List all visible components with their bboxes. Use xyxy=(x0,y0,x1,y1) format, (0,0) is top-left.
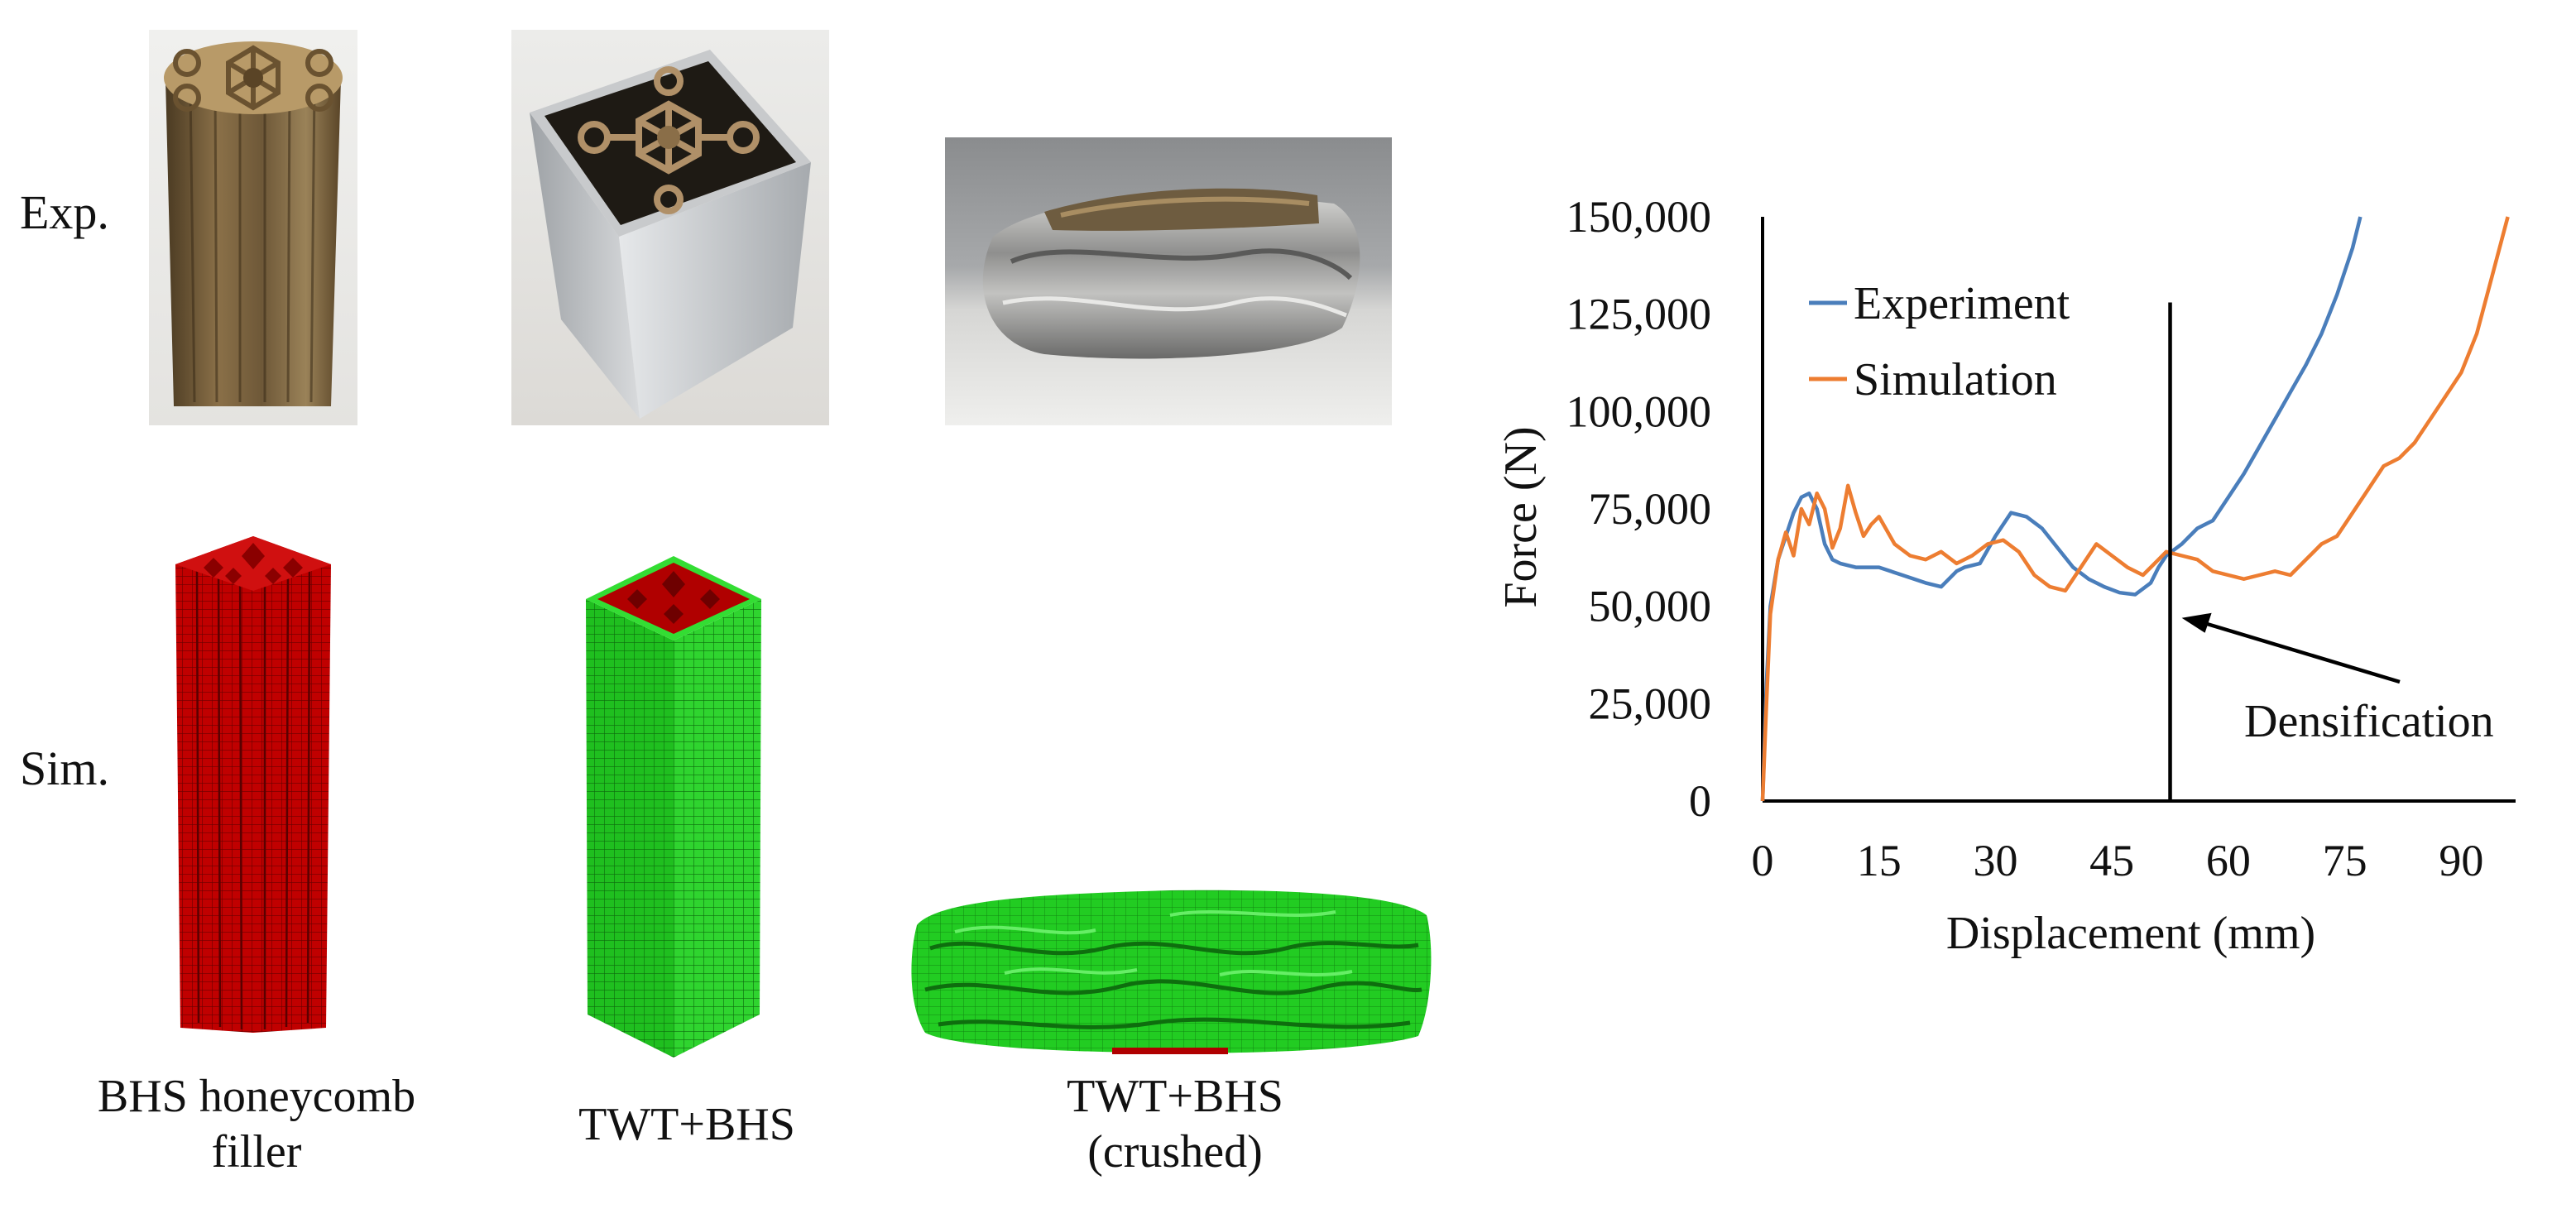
caption-filler-line2: filler xyxy=(211,1126,302,1178)
exp-tube-image xyxy=(511,30,829,425)
sim-crushed-image xyxy=(911,890,1432,1054)
sim-tube-model xyxy=(584,551,763,1059)
exp-photo-honeycomb xyxy=(149,30,357,425)
y-tick-label: 75,000 xyxy=(1589,484,1712,534)
sim-honeycomb-model xyxy=(172,526,334,1033)
exp-photo-tube xyxy=(511,30,829,425)
caption-filler: BHS honeycomb filler xyxy=(50,1069,463,1180)
x-tick-label: 0 xyxy=(1752,836,1774,885)
y-tick-label: 25,000 xyxy=(1589,679,1712,728)
series-line-simulation xyxy=(1760,216,2510,802)
row-label-sim: Sim. xyxy=(20,741,109,795)
exp-photo-crushed xyxy=(945,137,1392,425)
x-axis-label: Displacement (mm) xyxy=(1946,908,2315,959)
x-tick-label: 60 xyxy=(2206,836,2251,885)
caption-crushed-line1: TWT+BHS xyxy=(1067,1071,1283,1122)
caption-crushed-line2: (crushed) xyxy=(1087,1126,1263,1178)
caption-crushed: TWT+BHS (crushed) xyxy=(976,1069,1374,1180)
densification-label: Densification xyxy=(2244,696,2494,747)
legend-label-experiment: Experiment xyxy=(1854,278,2070,329)
caption-filler-line1: BHS honeycomb xyxy=(97,1071,416,1122)
y-axis-label: Force (N) xyxy=(1495,426,1547,607)
densification-arrowhead xyxy=(2181,612,2212,633)
x-tick-label: 45 xyxy=(2089,836,2134,885)
densification-arrow xyxy=(2197,619,2401,684)
sim-honeycomb-image xyxy=(175,536,331,1033)
legend-label-simulation: Simulation xyxy=(1854,354,2057,405)
caption-tube-line1: TWT+BHS xyxy=(578,1099,795,1150)
row-label-exp: Exp. xyxy=(20,185,109,239)
x-tick-label: 30 xyxy=(1973,836,2017,885)
y-tick-label: 100,000 xyxy=(1566,386,1712,436)
x-tick-label: 90 xyxy=(2439,836,2483,885)
y-tick-label: 150,000 xyxy=(1566,192,1712,242)
exp-crushed-image xyxy=(945,137,1392,425)
exp-honeycomb-image xyxy=(149,30,357,425)
sim-crushed-model xyxy=(905,882,1435,1056)
sim-tube-image xyxy=(586,556,761,1058)
x-tick-label: 75 xyxy=(2323,836,2367,885)
y-tick-label: 50,000 xyxy=(1589,582,1712,631)
caption-tube: TWT+BHS xyxy=(496,1097,877,1153)
y-tick-label: 0 xyxy=(1689,776,1711,826)
y-tick-label: 125,000 xyxy=(1566,290,1712,339)
x-tick-label: 15 xyxy=(1857,836,1902,885)
